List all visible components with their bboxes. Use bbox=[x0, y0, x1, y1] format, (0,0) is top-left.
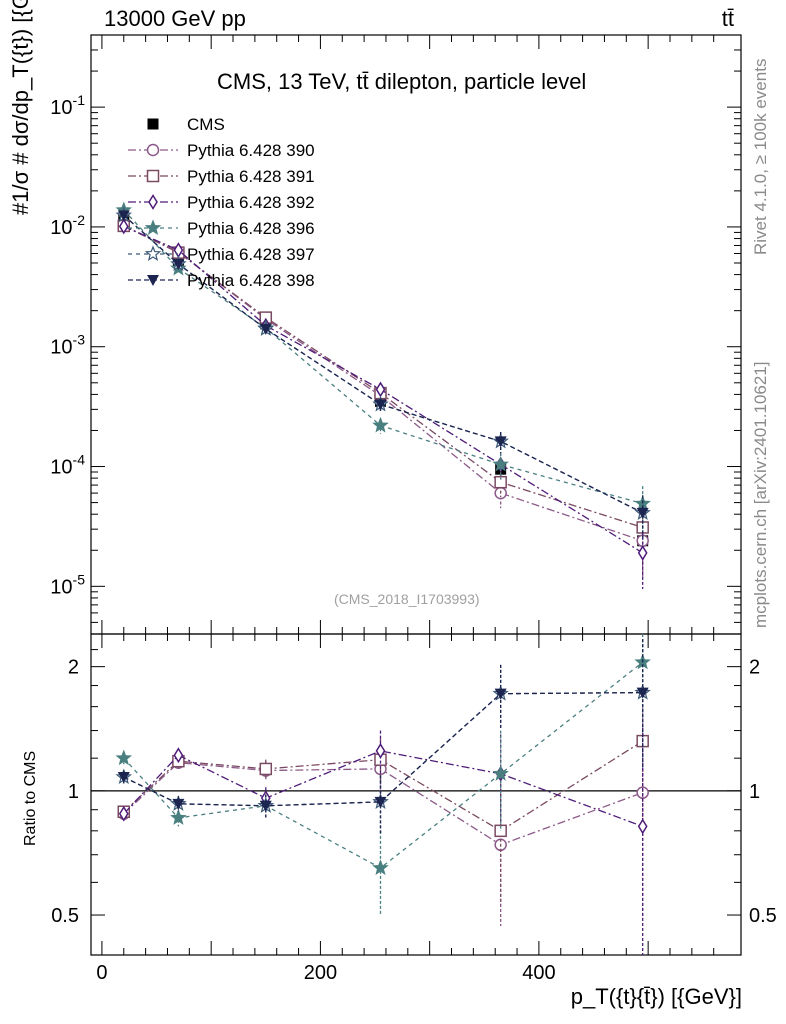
ratio-point bbox=[372, 859, 389, 876]
ratio-line bbox=[123, 691, 643, 807]
series-line bbox=[123, 225, 644, 554]
legend-label: Pythia 6.428 391 bbox=[187, 167, 315, 186]
legend-label: Pythia 6.428 390 bbox=[187, 141, 315, 160]
header-final-state: tt̄ bbox=[721, 6, 734, 31]
ratio-y-tick-label-right: 2 bbox=[749, 657, 760, 679]
ratio-point bbox=[636, 687, 649, 699]
legend-marker bbox=[146, 143, 160, 157]
ratio-point bbox=[494, 688, 507, 700]
legend-entry: Pythia 6.428 396 bbox=[128, 219, 315, 238]
y-tick-label: 10-3 bbox=[50, 332, 85, 359]
mcplots-label: mcplots.cern.ch [arXiv:2401.10621] bbox=[751, 361, 770, 628]
ratio-point bbox=[173, 747, 184, 764]
main-panel: 10-1 10-2 10-3 10-4 10-5 bbox=[50, 34, 742, 635]
legend-entry: Pythia 6.428 391 bbox=[128, 167, 315, 186]
series-pythia-6-428-398 bbox=[117, 210, 649, 540]
x-tick-label: 400 bbox=[522, 962, 555, 984]
data-point bbox=[117, 210, 130, 222]
legend-label: CMS bbox=[187, 115, 225, 134]
ratio-point bbox=[259, 762, 273, 776]
y-tick-label: 10-1 bbox=[50, 92, 85, 119]
ratio-line bbox=[123, 740, 644, 832]
y-tick-label: 10-2 bbox=[50, 212, 85, 239]
legend: CMS Pythia 6.428 390 Pythia 6.428 391 Pythi… bbox=[128, 115, 315, 290]
legend-entry: Pythia 6.428 397 bbox=[128, 245, 315, 264]
ratio-point bbox=[117, 772, 130, 784]
x-axis-label: p_T({t}{t̄}) [{GeV}] bbox=[570, 984, 742, 1009]
legend-label: Pythia 6.428 396 bbox=[187, 219, 315, 238]
ratio-point bbox=[637, 818, 648, 835]
ratio-series-pythia-6-428-398 bbox=[117, 639, 649, 834]
ratio-y-tick-label: 0.5 bbox=[51, 905, 79, 927]
ratio-point bbox=[259, 800, 272, 812]
ratio-line bbox=[123, 762, 643, 846]
x-tick-label: 200 bbox=[304, 962, 337, 984]
data-point bbox=[372, 416, 389, 433]
analysis-watermark: (CMS_2018_I1703993) bbox=[334, 591, 480, 607]
ratio-y-tick-label-right: 0.5 bbox=[749, 905, 777, 927]
data-point bbox=[118, 218, 129, 235]
x-tick-label: 0 bbox=[96, 962, 107, 984]
ratio-point bbox=[172, 798, 185, 810]
data-point bbox=[374, 399, 387, 411]
plot-title: CMS, 13 TeV, tt̄ dilepton, particle leve… bbox=[217, 69, 587, 94]
data-point bbox=[636, 507, 649, 519]
data-point bbox=[492, 455, 509, 472]
legend-entry: Pythia 6.428 398 bbox=[128, 271, 315, 290]
ratio-point bbox=[170, 809, 187, 825]
legend-label: Pythia 6.428 397 bbox=[187, 245, 315, 264]
ratio-y-tick-label-right: 1 bbox=[749, 781, 760, 803]
ratio-frame-border bbox=[90, 633, 742, 956]
data-point bbox=[494, 436, 507, 448]
legend-entry: CMS bbox=[147, 115, 225, 134]
ratio-y-tick-label: 2 bbox=[68, 657, 79, 679]
legend-marker bbox=[146, 169, 160, 183]
y-tick-label: 10-4 bbox=[50, 452, 85, 479]
legend-label: Pythia 6.428 392 bbox=[187, 193, 315, 212]
series-line bbox=[123, 209, 643, 505]
rivet-label: Rivet 4.1.0, ≥ 100k events bbox=[751, 58, 770, 255]
legend-entry: Pythia 6.428 390 bbox=[128, 141, 315, 160]
ratio-point bbox=[374, 796, 387, 808]
series-line bbox=[123, 214, 643, 514]
data-point bbox=[172, 259, 185, 271]
ratio-y-tick-label: 1 bbox=[68, 781, 79, 803]
legend-label: Pythia 6.428 398 bbox=[187, 271, 315, 290]
data-point bbox=[494, 475, 507, 489]
data-point bbox=[259, 323, 272, 335]
legend-marker bbox=[147, 275, 159, 286]
ratio-point bbox=[118, 805, 129, 822]
ratio-line bbox=[123, 750, 643, 828]
ratio-point bbox=[115, 749, 133, 766]
legend-marker bbox=[144, 219, 162, 236]
main-y-axis-label: #1/σ # dσ/dp_T({t}) [{GeV}^-1] bbox=[8, 0, 33, 215]
legend-entry: Pythia 6.428 392 bbox=[128, 193, 315, 212]
ratio-series-pythia-6-428-397 bbox=[115, 639, 651, 834]
ratio-panel: 0 200 400 0.5 0.5 1 1 2 2 bbox=[51, 633, 777, 984]
ratio-point bbox=[492, 765, 509, 781]
ratio-y-axis-label: Ratio to CMS bbox=[22, 750, 39, 846]
legend-marker bbox=[144, 245, 162, 262]
ratio-point bbox=[375, 742, 386, 759]
ratio-line bbox=[123, 661, 644, 869]
y-tick-label: 10-5 bbox=[50, 571, 85, 598]
data-point bbox=[637, 545, 648, 561]
series-line bbox=[123, 225, 643, 529]
legend-marker bbox=[148, 194, 158, 210]
legend-marker bbox=[147, 118, 159, 130]
ratio-series-pythia-6-428-390 bbox=[117, 707, 649, 927]
header-process: 13000 GeV pp bbox=[104, 6, 246, 31]
